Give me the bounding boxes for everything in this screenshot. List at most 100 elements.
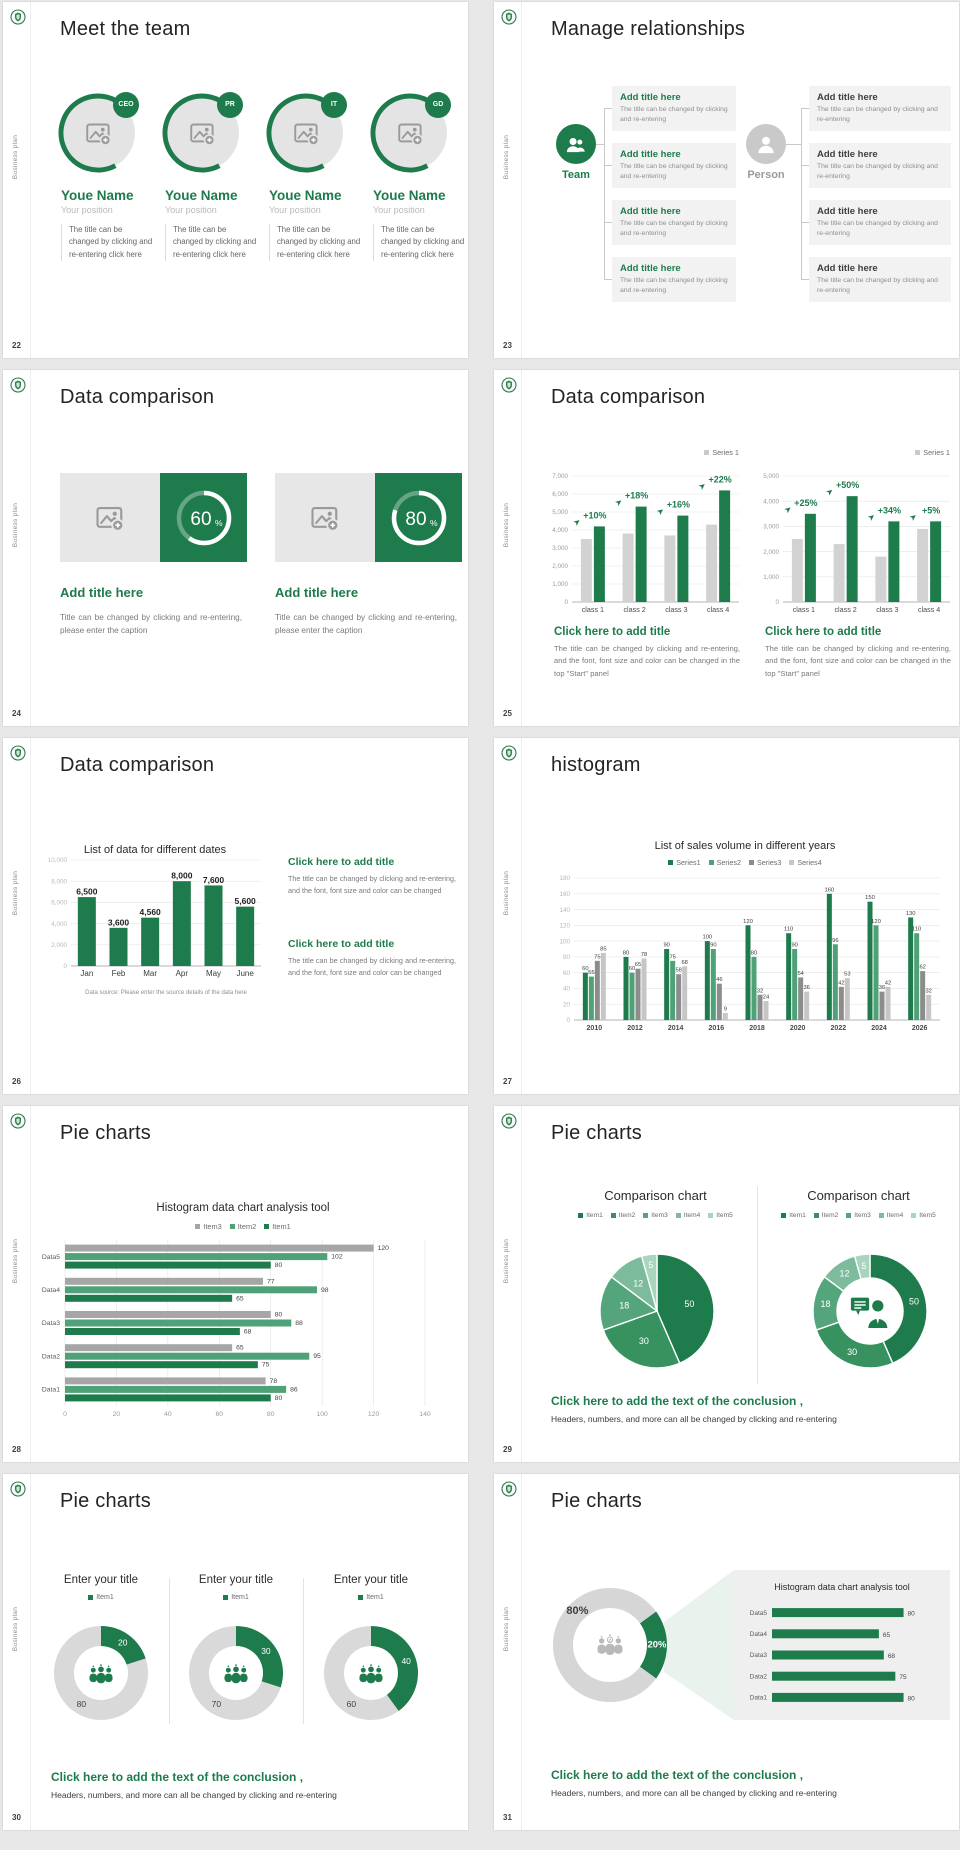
business-plan-vertical-label: Business plan xyxy=(503,1238,510,1284)
slide-sidebar: Business plan 30 xyxy=(3,1474,31,1830)
svg-text:➤: ➤ xyxy=(824,485,836,497)
page-title: Pie charts xyxy=(551,1490,642,1512)
svg-text:120: 120 xyxy=(559,923,570,930)
slide-number: 22 xyxy=(12,341,21,350)
chart-legend: Item3 Item2 Item1 xyxy=(33,1222,453,1231)
business-plan-vertical-label: Business plan xyxy=(503,870,510,916)
donut-chart: 30 70 xyxy=(188,1626,283,1720)
svg-text:class 4: class 4 xyxy=(918,605,940,614)
team-circle xyxy=(556,124,596,164)
page-title: Data comparison xyxy=(551,386,706,408)
businessman-speech-icon xyxy=(850,1295,890,1328)
panel-chart-title: Histogram data chart analysis tool xyxy=(774,1582,910,1592)
people-group-icon xyxy=(87,1664,115,1684)
svg-text:90: 90 xyxy=(710,943,716,949)
svg-text:18: 18 xyxy=(619,1301,629,1311)
avatar-arc xyxy=(162,93,242,173)
svg-text:4,000: 4,000 xyxy=(763,498,779,505)
svg-text:8,000: 8,000 xyxy=(171,871,193,881)
card-title: Add title here xyxy=(60,585,144,600)
svg-text:80: 80 xyxy=(275,1395,283,1402)
svg-text:2,000: 2,000 xyxy=(552,563,568,570)
slide-22[interactable]: Business plan 22 Meet the team CEO Youe N… xyxy=(3,2,468,358)
svg-text:10,000: 10,000 xyxy=(48,857,68,864)
svg-text:2026: 2026 xyxy=(912,1025,928,1032)
chart-title: Enter your title xyxy=(63,1574,139,1586)
conclusion-block: Click here to add the text of the conclu… xyxy=(51,1770,451,1800)
svg-text:160: 160 xyxy=(824,887,834,893)
svg-text:53: 53 xyxy=(844,972,850,978)
svg-text:80: 80 xyxy=(267,1411,275,1418)
business-plan-vertical-label: Business plan xyxy=(12,1238,19,1284)
svg-text:1,000: 1,000 xyxy=(763,574,779,581)
svg-text:12: 12 xyxy=(633,1278,643,1288)
text-block: Click here to add title The title can be … xyxy=(288,856,456,896)
member-position: Your position xyxy=(165,205,217,215)
svg-text:40: 40 xyxy=(164,1411,172,1418)
slide-sidebar: Business plan 23 xyxy=(494,2,522,358)
business-plan-vertical-label: Business plan xyxy=(12,502,19,548)
member-position: Your position xyxy=(373,205,425,215)
relation-box: Add title here The title can be changed b… xyxy=(612,143,736,188)
image-placeholder-icon xyxy=(293,123,319,146)
logo-icon xyxy=(10,745,26,761)
svg-text:May: May xyxy=(206,969,221,978)
slide-27[interactable]: Business plan 27 histogram List of sales… xyxy=(494,738,959,1094)
svg-text:4,560: 4,560 xyxy=(140,907,162,917)
legend-item: Item1 xyxy=(358,1594,384,1601)
svg-text:75: 75 xyxy=(899,1674,907,1681)
person-label: Person xyxy=(747,169,785,181)
slide-sidebar: Business plan 27 xyxy=(494,738,522,1094)
slide-sidebar: Business plan 31 xyxy=(494,1474,522,1830)
svg-text:130: 130 xyxy=(906,911,916,917)
bar-chart: 0 2,000 4,000 6,000 8,000 10,000 Jan Feb Mar Apr M… xyxy=(48,857,261,996)
svg-text:68: 68 xyxy=(681,960,687,966)
connector-line xyxy=(604,165,612,166)
svg-text:Feb: Feb xyxy=(112,969,126,978)
svg-text:+16%: +16% xyxy=(667,500,690,510)
slide-29[interactable]: Business plan 29 Pie charts Comparison c… xyxy=(494,1106,959,1462)
logo-icon xyxy=(501,1481,517,1497)
svg-text:2014: 2014 xyxy=(668,1025,684,1032)
svg-text:6,000: 6,000 xyxy=(51,900,67,907)
relation-box-text: The title can be changed by clicking and… xyxy=(620,163,728,181)
legend-item: Item1 xyxy=(223,1594,249,1601)
legend-item: Item4 xyxy=(675,1212,700,1219)
svg-text:60: 60 xyxy=(629,966,635,972)
svg-text:40: 40 xyxy=(401,1656,411,1666)
horizontal-bar-chart: Data5 80 Data4 65 Data3 68 Data2 75 Data1 80 xyxy=(750,1608,916,1702)
svg-text:65: 65 xyxy=(883,1632,891,1639)
gauge-card: 60% xyxy=(60,473,247,562)
logo-emblem-icon xyxy=(501,9,517,25)
legend-item: Item5 xyxy=(911,1212,936,1219)
people-group-icon xyxy=(357,1664,385,1684)
person-circle xyxy=(746,124,786,164)
relation-box-text: The title can be changed by clicking and… xyxy=(817,220,938,238)
slide-number: 31 xyxy=(503,1813,512,1822)
slide-31[interactable]: Business plan 31 Pie charts Histogram da… xyxy=(494,1474,959,1830)
relation-box-text: The title can be changed by clicking and… xyxy=(620,220,728,238)
svg-text:80: 80 xyxy=(751,950,757,956)
slide-26[interactable]: Business plan 26 Data comparison List of… xyxy=(3,738,468,1094)
chart-legend: Series 1 xyxy=(749,448,950,457)
member-text: The title can be changed by clicking and… xyxy=(269,224,361,262)
svg-text:68: 68 xyxy=(888,1653,896,1660)
slide-30[interactable]: Business plan 30 Pie charts Enter your t… xyxy=(3,1474,468,1830)
block-text: The title can be changed by clicking and… xyxy=(765,644,951,678)
relation-box-title: Add title here xyxy=(817,263,878,274)
slide-25[interactable]: Business plan 25 Data comparison Series … xyxy=(494,370,959,726)
svg-text:20: 20 xyxy=(118,1638,128,1648)
svg-text:36: 36 xyxy=(803,985,809,991)
page-title: Manage relationships xyxy=(551,18,746,40)
slide-28[interactable]: Business plan 28 Pie charts Histogram da… xyxy=(3,1106,468,1462)
legend-item: Series1 xyxy=(668,858,701,867)
card-text: Title can be changed by clicking and re-… xyxy=(60,613,242,636)
avatar-arc xyxy=(266,93,346,173)
svg-text:80: 80 xyxy=(908,1695,916,1702)
slide-24[interactable]: Business plan 24 Data comparison 60% Add … xyxy=(3,370,468,726)
people-group-icon xyxy=(597,1634,623,1655)
donut-chart: 20% 80% xyxy=(553,1588,667,1702)
svg-text:2,000: 2,000 xyxy=(763,549,779,556)
svg-text:+10%: +10% xyxy=(583,510,606,520)
slide-23[interactable]: Business plan 23 Manage relationships Te… xyxy=(494,2,959,358)
